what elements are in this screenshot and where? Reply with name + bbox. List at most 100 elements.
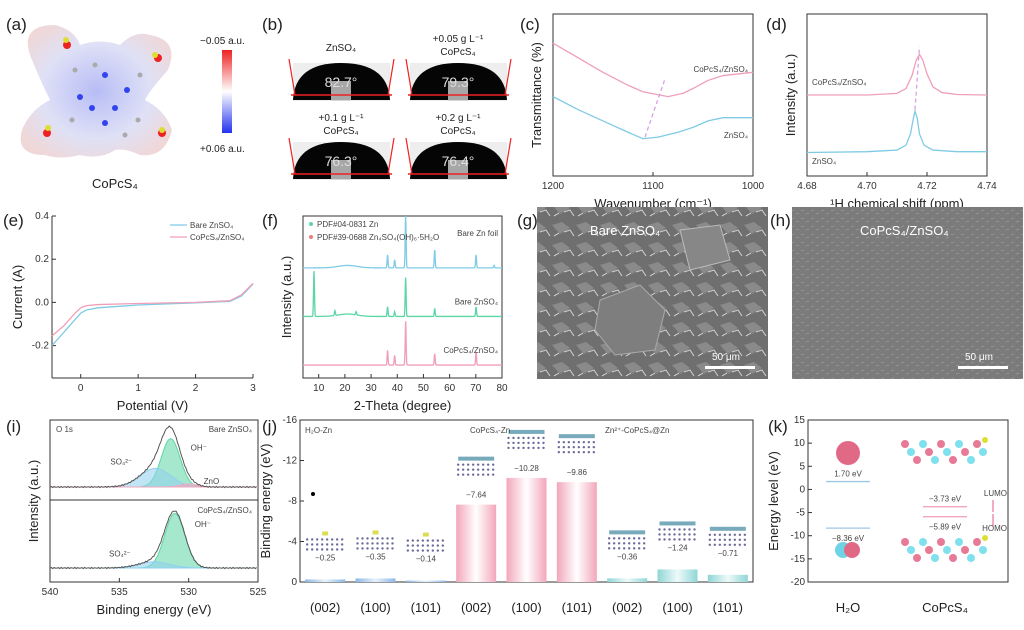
surface-atom — [678, 538, 681, 541]
surface-atom — [436, 539, 440, 542]
surface-atom — [431, 539, 435, 542]
bar — [456, 504, 497, 582]
orbital-lobe — [973, 440, 981, 448]
surface-atom — [683, 538, 686, 541]
surface-atom — [476, 463, 480, 466]
surface-atom — [658, 538, 661, 541]
surface-atom — [371, 542, 374, 545]
component-label: OH⁻ — [195, 520, 211, 529]
orbital-lobe — [919, 538, 927, 546]
series-label: CoPcS₄/ZnSO₄ — [812, 78, 867, 87]
surface-atom — [627, 547, 631, 550]
surface-atom — [738, 533, 742, 537]
surface-atom — [743, 533, 747, 537]
surface-atom — [517, 436, 520, 440]
surface-atom — [381, 547, 384, 550]
surface-atom — [436, 544, 440, 547]
surface-atom — [708, 533, 712, 537]
surface-atom — [481, 468, 485, 471]
scale-bar — [958, 366, 1008, 369]
surface-atom — [310, 548, 314, 551]
surface-atom — [733, 538, 737, 542]
y-tick-label: 10 — [794, 438, 806, 449]
surface-atom — [627, 537, 631, 540]
shift-arrow — [914, 46, 921, 110]
series-label: ZnSO₄ — [724, 131, 748, 140]
y-axis-label: Binding energy (eV) — [258, 444, 273, 559]
adsorbate-molecule — [659, 521, 696, 526]
component-label: SO₄²⁻ — [109, 549, 131, 558]
color-scale-bottom-label: +0.06 a.u. — [200, 144, 245, 155]
bar-value-label: −7.64 — [466, 491, 487, 500]
surface-atom — [587, 445, 591, 449]
category-label: (100) — [511, 600, 541, 615]
surface-atom — [406, 549, 410, 552]
y-tick-label: 5 — [799, 461, 805, 472]
surface-atom — [587, 440, 591, 444]
x-tick-label: 540 — [42, 587, 59, 598]
contact-angle-image: 79.3° +0.05 g L⁻¹ CoPcS₄ — [405, 34, 512, 101]
orbital-lobe — [937, 440, 945, 448]
surface-atom — [366, 547, 369, 550]
series-line — [807, 53, 988, 96]
surface-atom — [592, 450, 596, 454]
bar-value-label: −0.14 — [416, 555, 437, 564]
surface-atom — [708, 538, 712, 542]
surface-atom — [507, 446, 510, 450]
scale-bar-label: 50 μm — [712, 352, 740, 363]
surface-atom — [723, 543, 727, 547]
bar-value-label: −1.24 — [667, 543, 688, 552]
surface-atom — [537, 436, 540, 440]
surface-atom — [486, 468, 490, 471]
orbital-lobe — [949, 554, 957, 562]
adsorbate-molecule — [508, 429, 545, 434]
x-tick-label: 1000 — [742, 181, 765, 192]
tangent-line — [288, 58, 296, 96]
y-axis-label: Intensity (a.u.) — [279, 256, 294, 338]
tangent-line — [504, 137, 512, 175]
surface-atom — [512, 441, 515, 445]
component-label: SO₄²⁻ — [110, 457, 132, 466]
surface-atom — [517, 441, 520, 445]
surface-atom — [738, 538, 742, 542]
orbital-lobe — [949, 456, 957, 464]
surface-atom — [441, 539, 445, 542]
surface-atom — [426, 544, 430, 547]
surface-atom — [627, 542, 631, 545]
surface-atom — [371, 547, 374, 550]
surface-atom — [320, 538, 324, 541]
plot-frame — [552, 13, 754, 177]
surface-atom — [391, 547, 394, 550]
surface-atom — [532, 441, 535, 445]
orbital-lobe — [961, 448, 969, 456]
y-axis-label: Energy level (eV) — [766, 451, 781, 551]
series-line — [51, 282, 254, 337]
panel-h: (h) CoPcS₄/ZnSO₄ 50 μm — [770, 207, 1023, 379]
surface-atom — [592, 440, 596, 444]
core-level-label: O 1s — [56, 425, 73, 434]
surface-atom — [305, 543, 309, 546]
surface-atom — [471, 468, 475, 471]
surface-atom — [668, 533, 671, 536]
surface-atom — [728, 538, 732, 542]
y-tick-label: -15 — [791, 554, 806, 565]
surface-atom — [693, 538, 696, 541]
orbital-lobe — [901, 538, 909, 546]
x-tick-label: 4.70 — [857, 181, 877, 192]
surface-atom — [577, 450, 581, 454]
panel-g-label: (g) — [517, 211, 538, 230]
surface-atom — [436, 549, 440, 552]
surface-atom — [642, 547, 646, 550]
color-scale-bar — [222, 50, 232, 133]
adsorbate-molecule — [322, 531, 329, 536]
surface-atom — [361, 542, 364, 545]
surface-atom — [587, 450, 591, 454]
orbital-lobe — [967, 554, 975, 562]
series-label: Bare Zn foil — [457, 229, 498, 238]
surface-atom — [738, 543, 742, 547]
surface-atom — [683, 528, 686, 531]
surface-atom — [617, 542, 621, 545]
tangent-line — [288, 137, 296, 175]
image-title: +0.05 g L⁻¹ — [433, 34, 484, 45]
